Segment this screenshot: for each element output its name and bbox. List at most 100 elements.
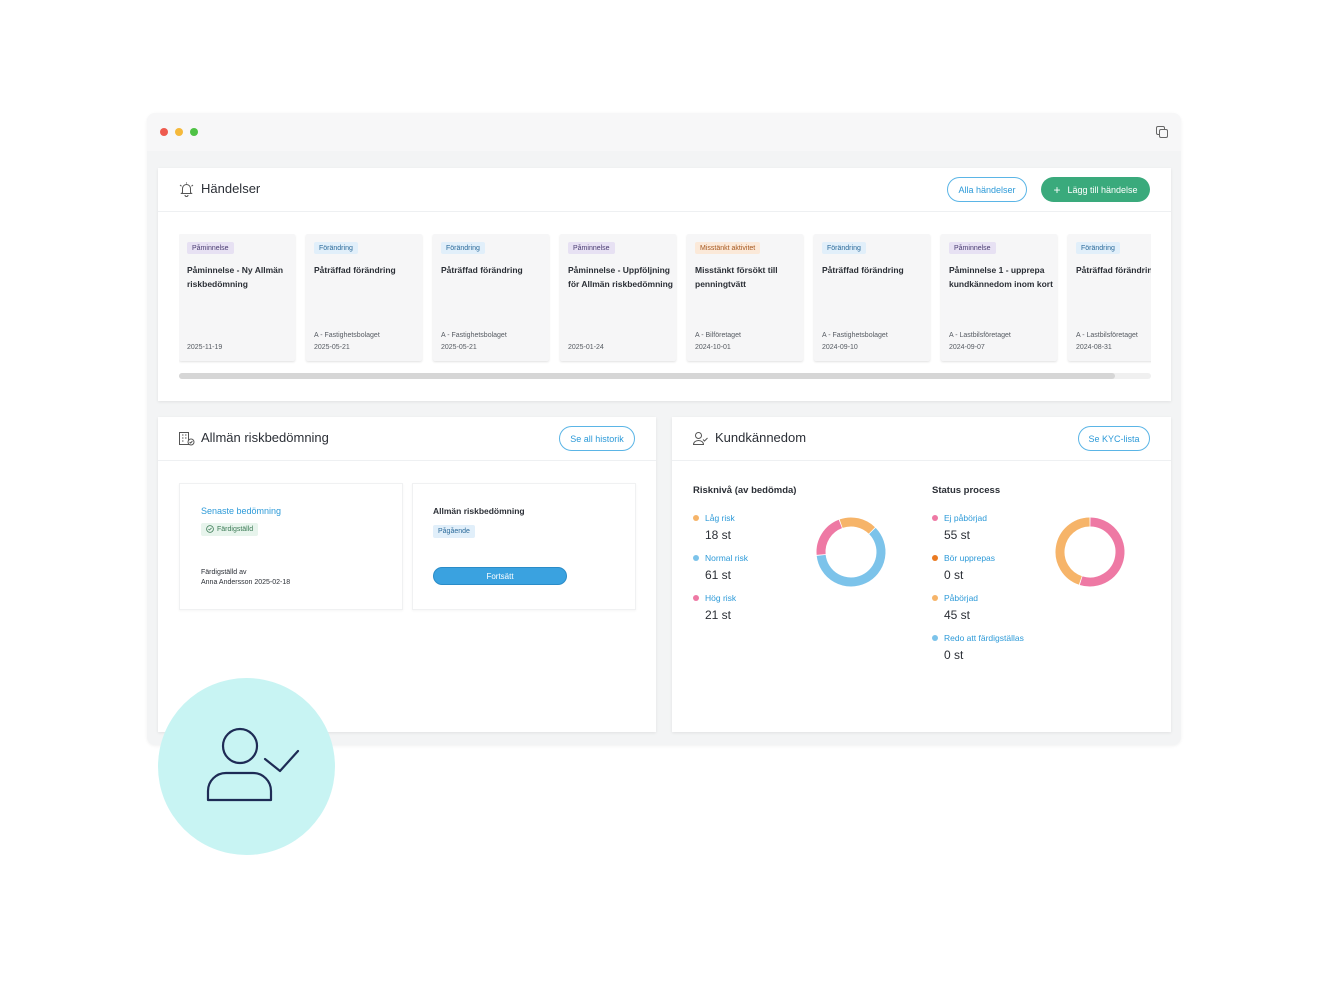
legend-item-not-started: Ej påbörjad 55 st — [932, 513, 987, 542]
event-date: 2024-10-01 — [695, 344, 731, 351]
legend-value: 45 st — [944, 608, 971, 622]
legend-value: 55 st — [944, 528, 971, 542]
status-badge: Pågående — [433, 525, 475, 538]
events-panel: Händelser Alla händelser + Lägg till hän… — [158, 168, 1171, 401]
check-circle-icon — [206, 525, 214, 533]
event-date: 2024-09-07 — [949, 344, 985, 351]
legend-dot — [932, 515, 938, 521]
event-tag: Påminnelse — [187, 242, 234, 254]
legend-item-should-repeat: Bör upprepas 0 st — [932, 553, 995, 582]
legend-dot — [932, 595, 938, 601]
legend-text[interactable]: Påbörjad — [944, 593, 979, 603]
kyc-panel: Kundkännedom Se KYC-lista Risknivå (av b… — [672, 417, 1171, 732]
minimize-window-button[interactable] — [175, 128, 183, 136]
history-button[interactable]: Se all historik — [559, 426, 635, 451]
event-date: 2024-08-31 — [1076, 344, 1112, 351]
legend-label: Normal risk — [693, 553, 748, 563]
event-title: Påträffad förändring — [822, 265, 904, 275]
event-tag: Misstänkt aktivitet — [695, 242, 761, 254]
legend-value: 61 st — [705, 568, 732, 582]
status-badge-wrap: Färdigställd — [201, 520, 259, 538]
legend-dot — [693, 515, 699, 521]
legend-text[interactable]: Hög risk — [705, 593, 737, 603]
event-card[interactable]: Påminnelse Påminnelse - Ny Allmän riskbe… — [179, 234, 295, 361]
kyc-panel-title: Kundkännedom — [715, 430, 807, 445]
kyc-panel-header: Kundkännedom Se KYC-lista — [672, 417, 1171, 461]
latest-assessment-card: Senaste bedömning Färdigställd Färdigstä… — [179, 483, 403, 610]
legend-label: Ej påbörjad — [932, 513, 987, 523]
legend-text[interactable]: Låg risk — [705, 513, 735, 523]
event-title: Påträffad förändring — [314, 265, 396, 275]
legend-item-high-risk: Hög risk 21 st — [693, 593, 736, 622]
add-event-label: Lägg till händelse — [1067, 184, 1138, 195]
all-events-button[interactable]: Alla händelser — [947, 177, 1027, 202]
legend-value: 21 st — [705, 608, 732, 622]
kyc-list-button[interactable]: Se KYC-lista — [1078, 426, 1150, 451]
maximize-window-button[interactable] — [190, 128, 198, 136]
legend-dot — [932, 635, 938, 641]
event-date: 2024-09-10 — [822, 344, 858, 351]
event-company: A - Lastbilsföretaget — [949, 332, 1011, 339]
current-assessment-title: Allmän riskbedömning — [433, 506, 525, 516]
event-title: Påminnelse - Ny Allmän riskbedömning — [187, 265, 284, 289]
risk-level-donut-chart — [816, 517, 886, 587]
legend-text[interactable]: Normal risk — [705, 553, 748, 563]
event-company: A - Fastighetsbolaget — [822, 332, 888, 339]
donut-segment — [839, 517, 875, 534]
legend-value: 18 st — [705, 528, 732, 542]
event-company: A - Lastbilsföretaget — [1076, 332, 1138, 339]
event-card[interactable]: Förändring Påträffad förändring A - Fast… — [814, 234, 930, 361]
legend-item-ready: Redo att färdigställas 0 st — [932, 633, 1024, 662]
status-process-donut-chart — [1055, 517, 1125, 587]
latest-assessment-link[interactable]: Senaste bedömning — [201, 506, 282, 516]
add-event-button[interactable]: + Lägg till händelse — [1041, 177, 1150, 202]
copy-icon[interactable] — [1155, 125, 1169, 139]
continue-button[interactable]: Fortsätt — [433, 567, 567, 585]
event-card[interactable]: Påminnelse Påminnelse - Uppföljning för … — [560, 234, 676, 361]
risk-panel-title: Allmän riskbedömning — [201, 430, 329, 445]
event-tag: Påminnelse — [568, 242, 615, 254]
event-title: Påminnelse 1 - upprepa kundkännedom inom… — [949, 265, 1053, 289]
event-tag: Förändring — [822, 242, 866, 254]
donut-segment — [816, 527, 886, 587]
event-company: A - Bilföretaget — [695, 332, 741, 339]
event-card[interactable]: Förändring Påträffad förändring A - Fast… — [433, 234, 549, 361]
event-card[interactable]: Förändring Påträffad förändring A - Last… — [1068, 234, 1151, 361]
legend-label: Låg risk — [693, 513, 735, 523]
completed-by-value: Anna Andersson 2025-02-18 — [201, 579, 291, 586]
risk-panel-header: Allmän riskbedömning Se all historik — [158, 417, 656, 461]
close-window-button[interactable] — [160, 128, 168, 136]
donut-segment — [1079, 517, 1125, 587]
legend-item-low-risk: Låg risk 18 st — [693, 513, 735, 542]
event-tag: Förändring — [1076, 242, 1120, 254]
bell-icon — [179, 182, 194, 197]
event-date: 2025-05-21 — [314, 344, 350, 351]
legend-dot — [932, 555, 938, 561]
event-title: Påträffad förändring — [1076, 265, 1151, 275]
legend-text[interactable]: Bör upprepas — [944, 553, 996, 563]
event-date: 2025-11-19 — [187, 344, 223, 351]
event-date: 2025-05-21 — [441, 344, 477, 351]
legend-item-normal-risk: Normal risk 61 st — [693, 553, 748, 582]
events-list: Påminnelse Påminnelse - Ny Allmän riskbe… — [179, 234, 1151, 364]
event-card[interactable]: Misstänkt aktivitet Misstänkt försökt ti… — [687, 234, 803, 361]
event-company: A - Fastighetsbolaget — [441, 332, 507, 339]
status-process-title: Status process — [932, 485, 1001, 496]
event-card[interactable]: Förändring Påträffad förändring A - Fast… — [306, 234, 422, 361]
events-scrollbar-thumb[interactable] — [179, 373, 1115, 379]
event-card[interactable]: Påminnelse Påminnelse 1 - upprepa kundkä… — [941, 234, 1057, 361]
legend-label: Bör upprepas — [932, 553, 995, 563]
events-panel-title: Händelser — [201, 181, 261, 196]
event-title: Misstänkt försökt till penningtvätt — [695, 265, 778, 289]
plus-icon: + — [1053, 182, 1061, 197]
event-tag: Påminnelse — [949, 242, 996, 254]
legend-label: Påbörjad — [932, 593, 978, 603]
legend-value: 0 st — [944, 568, 964, 582]
app-window: Händelser Alla händelser + Lägg till hän… — [147, 113, 1181, 745]
legend-text[interactable]: Redo att färdigställas — [944, 633, 1024, 643]
events-scrollbar[interactable] — [179, 373, 1151, 379]
legend-text[interactable]: Ej påbörjad — [944, 513, 988, 523]
current-assessment-card: Allmän riskbedömning Pågående Fortsätt — [412, 483, 636, 610]
window-titlebar — [147, 113, 1181, 151]
avatar-badge — [158, 678, 335, 855]
